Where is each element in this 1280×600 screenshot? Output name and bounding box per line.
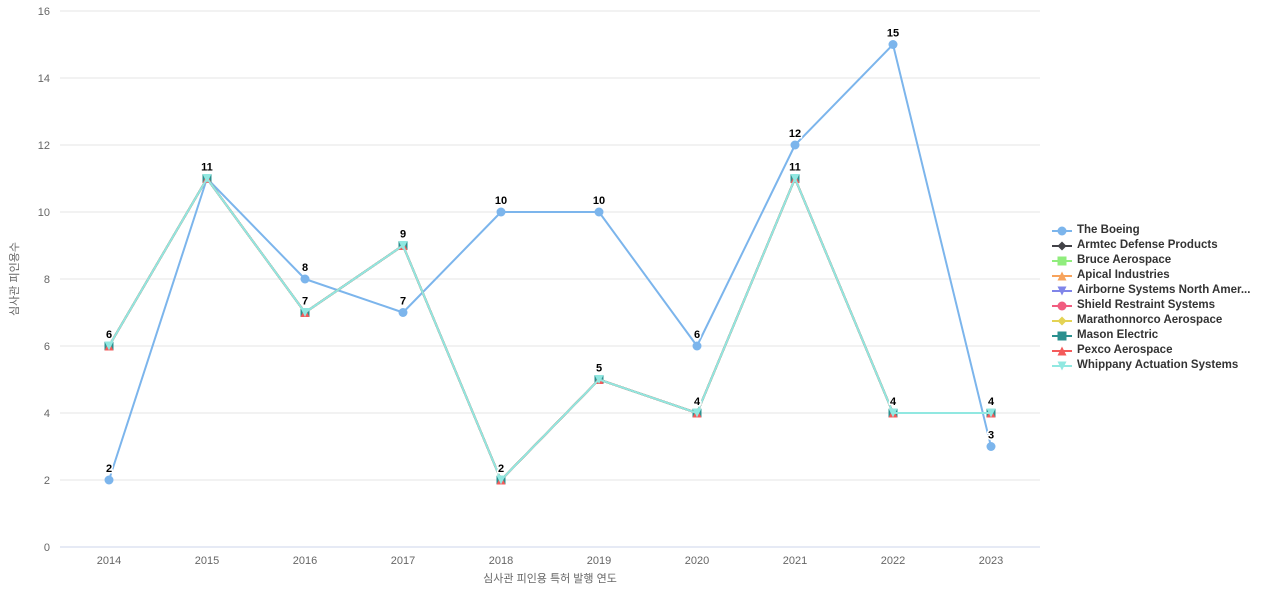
y-tick-label: 16 — [38, 6, 50, 18]
y-tick-label: 4 — [44, 408, 50, 420]
legend-label: Whippany Actuation Systems — [1077, 359, 1239, 371]
x-tick-label: 2019 — [587, 555, 611, 567]
circle-legend-marker-icon — [1052, 301, 1072, 310]
legend-label: Shield Restraint Systems — [1077, 299, 1216, 311]
data-label: 10 — [495, 195, 507, 207]
legend-item-the-boeing[interactable]: The Boeing — [1052, 223, 1250, 238]
triangle-down-marker[interactable] — [790, 174, 800, 183]
y-axis-title: 심사관 피인용수 — [8, 242, 21, 316]
chart-legend: The Boeing Armtec Defense Products Bruce A… — [1052, 223, 1250, 373]
triangle-legend-marker-icon — [1052, 346, 1072, 355]
data-label: 5 — [596, 363, 602, 375]
data-label: 11 — [789, 162, 801, 174]
data-label: 7 — [302, 296, 308, 308]
legend-label: Marathonnorco Aerospace — [1077, 314, 1223, 326]
x-tick-label: 2023 — [979, 555, 1003, 567]
legend-label: Armtec Defense Products — [1077, 239, 1218, 251]
legend-label: Apical Industries — [1077, 269, 1170, 281]
triangle-legend-marker-icon — [1052, 271, 1072, 280]
legend-label: Pexco Aerospace — [1077, 344, 1173, 356]
data-label: 4 — [988, 396, 995, 408]
x-tick-label: 2018 — [489, 555, 513, 567]
y-tick-label: 8 — [44, 274, 50, 286]
circle-marker[interactable] — [888, 40, 898, 49]
triangle-down-legend-marker-icon — [1052, 361, 1072, 370]
series-line — [108, 43, 992, 481]
data-label: 3 — [988, 430, 994, 442]
y-tick-label: 6 — [44, 341, 50, 353]
triangle-down-marker[interactable] — [300, 308, 310, 317]
circle-marker[interactable] — [496, 207, 506, 217]
data-label: 6 — [106, 329, 112, 341]
legend-label: Bruce Aerospace — [1077, 254, 1172, 266]
x-tick-label: 2021 — [783, 555, 807, 567]
x-tick-label: 2015 — [195, 555, 219, 567]
circle-marker[interactable] — [398, 308, 408, 317]
data-label: 10 — [593, 195, 605, 207]
legend-item-apical-industries[interactable]: Apical Industries — [1052, 268, 1250, 283]
legend-item-whippany-actuation-systems[interactable]: Whippany Actuation Systems — [1052, 358, 1250, 373]
triangle-down-legend-marker-icon — [1052, 286, 1072, 295]
x-tick-label: 2014 — [97, 555, 121, 567]
data-label: 8 — [302, 262, 308, 274]
circle-marker[interactable] — [104, 475, 114, 485]
circle-marker[interactable] — [594, 207, 604, 217]
triangle-down-marker[interactable] — [888, 408, 898, 418]
legend-label: Mason Electric — [1077, 329, 1159, 341]
x-tick-label: 2016 — [293, 555, 317, 567]
y-tick-label: 2 — [44, 475, 50, 487]
circle-marker[interactable] — [692, 341, 702, 351]
legend-item-armtec-defense-products[interactable]: Armtec Defense Products — [1052, 238, 1250, 253]
triangle-down-marker[interactable] — [986, 408, 996, 418]
y-tick-label: 10 — [38, 207, 50, 219]
data-label: 2 — [106, 463, 112, 475]
circle-legend-marker-icon — [1052, 226, 1072, 235]
triangle-down-marker[interactable] — [398, 241, 408, 250]
legend-item-shield-restraint-systems[interactable]: Shield Restraint Systems — [1052, 298, 1250, 313]
data-label: 12 — [789, 128, 801, 140]
data-label: 4 — [694, 396, 701, 408]
series-line — [108, 177, 991, 481]
triangle-down-marker[interactable] — [692, 408, 702, 418]
legend-item-marathonnorco-aerospace[interactable]: Marathonnorco Aerospace — [1052, 313, 1250, 328]
diamond-legend-marker-icon — [1052, 241, 1072, 250]
diamond-legend-marker-icon — [1052, 316, 1072, 325]
legend-item-mason-electric[interactable]: Mason Electric — [1052, 328, 1250, 343]
series-the-boeing — [104, 40, 996, 485]
data-label: 15 — [887, 28, 899, 40]
triangle-down-marker[interactable] — [104, 341, 114, 351]
x-tick-label: 2022 — [881, 555, 905, 567]
circle-marker[interactable] — [300, 274, 310, 284]
y-tick-label: 14 — [38, 73, 50, 85]
data-label: 6 — [694, 329, 700, 341]
square-legend-marker-icon — [1052, 331, 1072, 340]
triangle-down-marker[interactable] — [202, 174, 212, 183]
x-tick-label: 2017 — [391, 555, 415, 567]
x-tick-label: 2020 — [685, 555, 709, 567]
x-axis-title: 심사관 피인용 특허 발행 연도 — [483, 572, 617, 585]
circle-marker[interactable] — [986, 442, 996, 451]
legend-label: Airborne Systems North Amer... — [1077, 284, 1251, 296]
square-legend-marker-icon — [1052, 256, 1072, 265]
legend-item-pexco-aerospace[interactable]: Pexco Aerospace — [1052, 343, 1250, 358]
data-label: 9 — [400, 229, 406, 241]
y-tick-label: 12 — [38, 140, 50, 152]
y-tick-label: 0 — [44, 542, 50, 554]
triangle-down-marker[interactable] — [594, 375, 604, 384]
series-whippany-actuation-systems — [104, 174, 996, 485]
data-label: 4 — [890, 396, 897, 408]
data-label: 2 — [498, 463, 504, 475]
legend-item-bruce-aerospace[interactable]: Bruce Aerospace — [1052, 253, 1250, 268]
legend-item-airborne-systems-north-amer[interactable]: Airborne Systems North Amer... — [1052, 283, 1250, 298]
data-label: 11 — [201, 162, 213, 174]
triangle-down-marker[interactable] — [496, 475, 506, 485]
circle-marker[interactable] — [790, 140, 800, 150]
data-label: 7 — [400, 296, 406, 308]
legend-label: The Boeing — [1077, 224, 1140, 236]
